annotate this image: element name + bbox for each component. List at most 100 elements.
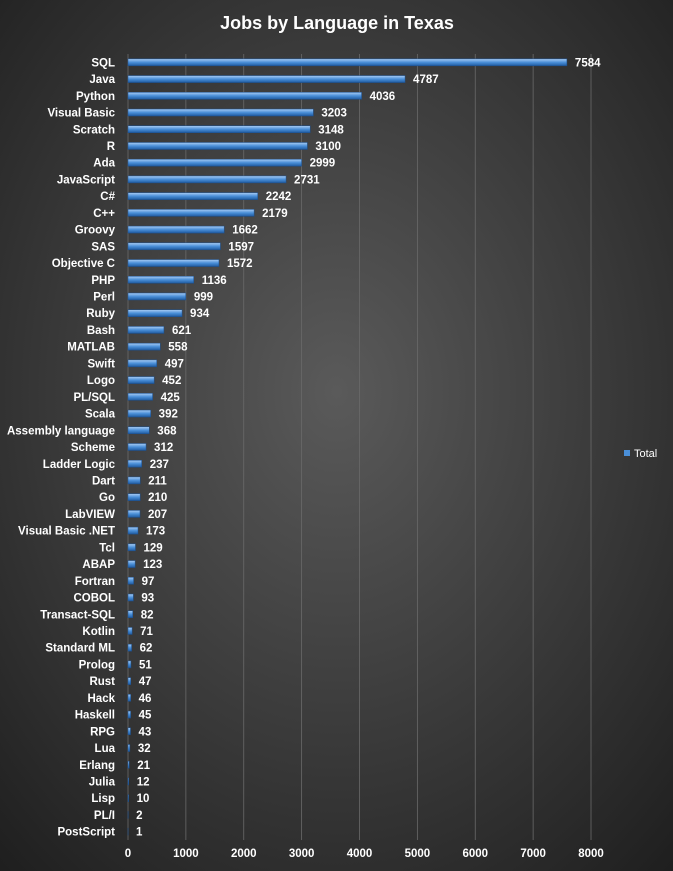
y-tick-label: Rust xyxy=(89,676,115,688)
data-label: 12 xyxy=(137,776,150,788)
data-label: 4036 xyxy=(370,91,396,103)
y-tick-label: Haskell xyxy=(75,710,115,722)
bar xyxy=(127,777,129,786)
y-tick-label: Visual Basic .NET xyxy=(18,526,115,538)
bar xyxy=(127,694,131,702)
y-tick-label: Fortran xyxy=(75,576,115,588)
y-tick-label: Visual Basic xyxy=(47,108,115,120)
x-tick-label: 5000 xyxy=(405,848,431,860)
x-tick-label: 1000 xyxy=(173,848,199,860)
data-label: 621 xyxy=(172,325,192,337)
y-tick-label: Dart xyxy=(92,475,115,487)
data-label: 1136 xyxy=(202,275,227,287)
data-label: 210 xyxy=(148,492,167,504)
data-label: 934 xyxy=(190,308,210,320)
bar xyxy=(127,710,131,719)
bar xyxy=(127,142,308,150)
bar xyxy=(127,526,139,535)
data-label: 237 xyxy=(150,459,169,471)
y-tick-label: R xyxy=(107,141,116,153)
y-tick-label: MATLAB xyxy=(67,342,115,354)
x-tick-label: 8000 xyxy=(578,848,604,860)
data-label: 1 xyxy=(136,827,143,839)
data-label: 558 xyxy=(168,342,188,354)
data-label: 62 xyxy=(140,643,153,655)
y-tick-label: Go xyxy=(99,492,115,504)
data-label: 47 xyxy=(139,676,152,688)
bar xyxy=(127,627,133,635)
y-tick-label: LabVIEW xyxy=(65,509,115,521)
data-label: 1572 xyxy=(227,258,253,270)
bar xyxy=(127,677,131,685)
data-label: 1662 xyxy=(232,225,258,237)
data-label: 999 xyxy=(194,292,213,304)
data-label: 71 xyxy=(140,626,153,638)
data-label: 10 xyxy=(137,793,150,805)
y-tick-label: Ada xyxy=(93,158,115,170)
data-label: 3203 xyxy=(321,108,347,120)
chart-title: Jobs by Language in Texas xyxy=(220,13,454,33)
y-tick-label: Ruby xyxy=(86,308,115,320)
bar xyxy=(127,175,287,184)
data-label: 211 xyxy=(148,475,167,487)
y-tick-label: Scala xyxy=(85,409,116,421)
bar xyxy=(127,58,568,67)
bar xyxy=(127,376,155,384)
y-tick-label: Standard ML xyxy=(45,643,115,655)
bar xyxy=(127,92,362,100)
data-label: 368 xyxy=(157,425,177,437)
y-tick-label: Kotlin xyxy=(82,626,115,638)
bar xyxy=(127,610,133,618)
bar xyxy=(127,242,221,251)
bar xyxy=(127,393,153,401)
bar xyxy=(127,259,220,267)
data-label: 207 xyxy=(148,509,167,521)
y-tick-label: JavaScript xyxy=(57,174,115,186)
y-tick-label: C# xyxy=(100,191,115,203)
bar xyxy=(127,794,129,802)
data-label: 4787 xyxy=(413,74,439,86)
bar xyxy=(127,276,194,284)
bar xyxy=(127,476,141,485)
y-tick-label: Assembly language xyxy=(7,425,115,437)
data-label: 7584 xyxy=(575,57,601,69)
bar xyxy=(127,643,132,652)
bar xyxy=(127,443,147,451)
x-tick-label: 6000 xyxy=(462,848,488,860)
x-tick-label: 3000 xyxy=(289,848,315,860)
y-tick-label: Tcl xyxy=(99,542,115,554)
y-tick-label: Julia xyxy=(89,776,116,788)
y-tick-label: PL/I xyxy=(94,810,115,822)
data-label: 82 xyxy=(141,609,154,621)
legend-swatch xyxy=(624,450,630,456)
data-label: 2242 xyxy=(266,191,292,203)
y-tick-label: PostScript xyxy=(57,827,115,839)
y-tick-label: SAS xyxy=(91,241,115,253)
data-label: 452 xyxy=(162,375,181,387)
x-tick-label: 4000 xyxy=(347,848,373,860)
data-label: 46 xyxy=(139,693,152,705)
data-label: 51 xyxy=(139,659,152,671)
bar xyxy=(127,727,131,736)
data-label: 123 xyxy=(143,559,162,571)
data-label: 497 xyxy=(165,358,184,370)
y-tick-label: Lua xyxy=(95,743,116,755)
x-tick-label: 7000 xyxy=(520,848,546,860)
bar xyxy=(127,326,165,334)
y-tick-label: Ladder Logic xyxy=(43,459,116,471)
bar xyxy=(127,760,130,769)
y-tick-label: Swift xyxy=(88,358,116,370)
bar xyxy=(127,192,259,200)
bar xyxy=(127,510,141,518)
y-tick-label: PL/SQL xyxy=(73,392,115,404)
bar xyxy=(127,459,142,468)
bar xyxy=(127,744,131,752)
y-tick-label: RPG xyxy=(90,726,115,738)
data-label: 43 xyxy=(138,726,151,738)
x-tick-label: 0 xyxy=(125,848,131,860)
bar xyxy=(127,342,161,351)
y-tick-label: C++ xyxy=(93,208,115,220)
data-label: 173 xyxy=(146,526,165,538)
